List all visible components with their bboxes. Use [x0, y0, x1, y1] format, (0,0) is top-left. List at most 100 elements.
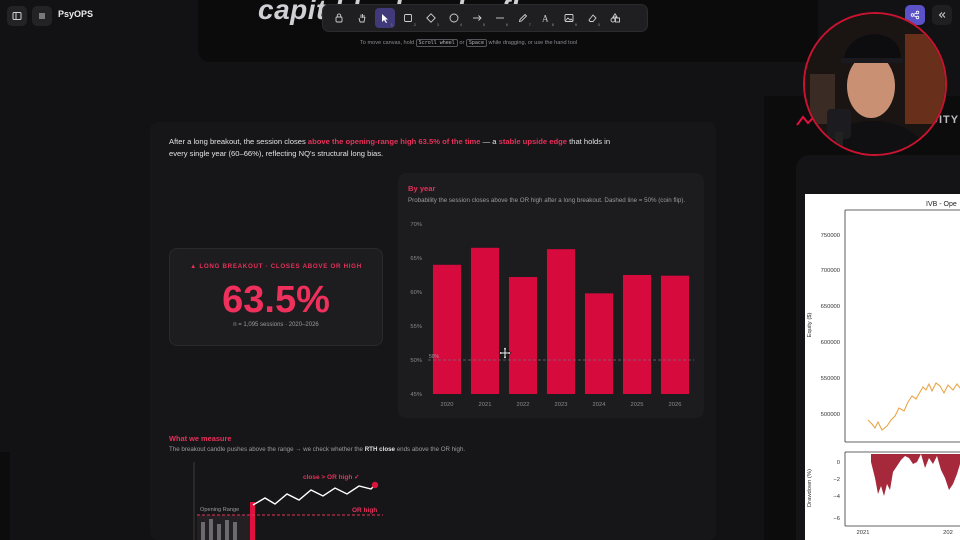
tool-shapes[interactable] [605, 8, 625, 28]
bar-2023 [546, 249, 576, 394]
drawdown-y-axis-label: Drawdown (%) [807, 469, 813, 508]
by-year-bar-chart: 45% 50% 55% 60% 65% 70% 2020 2021 2022 2023 2024 20… [410, 222, 694, 408]
equity-y-tick: 550000 [820, 376, 840, 382]
tool-eraser[interactable]: 0 [582, 8, 602, 28]
measure-title: What we measure [169, 434, 232, 443]
bar-2020 [432, 264, 462, 394]
tool-pencil[interactable]: 7 [513, 8, 533, 28]
range-candle [209, 519, 213, 540]
webcam-overlay [803, 12, 947, 156]
tool-lock[interactable] [329, 8, 349, 28]
kbd-scroll-wheel: Scroll wheel [415, 39, 458, 47]
image-icon [564, 14, 574, 22]
arrow-icon [473, 15, 482, 21]
x-tick-label: 2024 [593, 402, 607, 408]
by-year-chart-card: By year Probability the session closes a… [398, 173, 704, 418]
bar-2022 [508, 277, 538, 394]
bar-2021 [470, 247, 500, 394]
tool-hand[interactable] [352, 8, 372, 28]
equity-y-tick: 600000 [820, 340, 840, 346]
tool-rectangle[interactable]: 2 [398, 8, 418, 28]
tool-shortcut-number: 7 [528, 22, 531, 27]
intro-paragraph: After a long breakout, the session close… [169, 137, 611, 158]
canvas-hint: To move canvas, hold Scroll wheel or Spa… [360, 39, 578, 47]
eraser-icon [588, 14, 597, 22]
chart-title: By year [408, 184, 436, 193]
range-candle [217, 524, 221, 540]
lock-icon [335, 13, 343, 23]
x-tick-label: 2026 [669, 402, 682, 408]
tool-shortcut-number: 1 [390, 22, 393, 27]
opening-range-box [197, 515, 252, 540]
equity-y-tick: 700000 [820, 268, 840, 274]
reference-line-label: 50% [429, 354, 440, 360]
move-cursor-icon [498, 346, 512, 360]
tool-shortcut-number: 8 [551, 22, 554, 27]
app-name: PsyOPS [58, 9, 94, 19]
equity-y-axis-label: Equity ($) [807, 312, 813, 338]
pointer-icon [382, 14, 388, 23]
tool-arrow[interactable]: 5 [467, 8, 487, 28]
x-tick-label: 2021 [479, 402, 492, 408]
bar-2024 [584, 293, 614, 394]
svg-text:A: A [542, 14, 549, 24]
kbd-space: Space [465, 39, 487, 47]
drawdown-y-tick: −2 [833, 477, 840, 483]
rectangle-icon [404, 14, 412, 22]
drawdown-y-tick: −6 [833, 516, 840, 522]
drawdown-y-tick: −4 [833, 494, 840, 500]
or-high-label: OR high [352, 507, 377, 514]
left-edge-strip [0, 452, 10, 540]
equity-plot [844, 209, 960, 527]
y-tick-label: 60% [410, 290, 422, 296]
x-tick-label: 202 [943, 530, 953, 536]
bar-2025 [622, 275, 652, 394]
bar-2026 [660, 275, 690, 394]
stat-value: 63.5% [222, 279, 330, 321]
opening-range-label: Opening Range [200, 507, 239, 513]
tool-ellipse[interactable]: 4 [444, 8, 464, 28]
x-tick-label: 2021 [856, 530, 870, 536]
tool-line[interactable]: 6 [490, 8, 510, 28]
double-chevron-left-icon [938, 12, 946, 18]
text-icon: A [542, 14, 549, 24]
line-icon [496, 17, 504, 19]
range-candle [201, 522, 205, 540]
menu-button[interactable] [32, 6, 52, 26]
close-label: close > OR high ✓ [303, 474, 360, 481]
equity-curve [867, 382, 960, 431]
tool-shortcut-number: 6 [505, 22, 508, 27]
equity-y-tick: 750000 [820, 233, 840, 239]
tool-image[interactable]: 9 [559, 8, 579, 28]
equity-chart-title: IVB - Ope [926, 201, 957, 208]
drawdown-y-tick: 0 [836, 460, 840, 466]
tool-shortcut-number: 9 [574, 22, 577, 27]
y-tick-label: 50% [410, 358, 422, 364]
hand-icon [358, 14, 366, 23]
equity-y-tick: 500000 [820, 412, 840, 418]
shapes-icon [610, 12, 620, 23]
y-tick-label: 55% [410, 324, 422, 330]
tool-shortcut-number: 0 [597, 22, 600, 27]
diamond-icon [426, 13, 436, 23]
share-button[interactable] [905, 5, 925, 25]
collapse-panel-button[interactable] [932, 5, 952, 25]
sidebar-toggle-button[interactable] [7, 6, 27, 26]
highlight-above-or-high: above the opening-range high 63.5% of th… [307, 137, 481, 146]
equity-y-tick: 650000 [820, 304, 840, 310]
price-path [252, 484, 376, 506]
breakout-candle [250, 502, 255, 540]
tool-shortcut-number: 4 [459, 22, 462, 27]
tool-diamond[interactable]: 3 [421, 8, 441, 28]
x-tick-label: 2023 [555, 402, 568, 408]
drawdown-area [871, 454, 960, 496]
tool-shortcut-number: 2 [413, 22, 416, 27]
ellipse-icon [449, 13, 459, 23]
y-tick-label: 65% [410, 256, 422, 262]
y-tick-label: 70% [410, 222, 422, 228]
tool-pointer[interactable]: 1 [375, 8, 395, 28]
stat-sample-size: n = 1,095 sessions · 2020–2026 [233, 322, 319, 328]
highlight-stable-edge: stable upside edge [498, 137, 567, 146]
